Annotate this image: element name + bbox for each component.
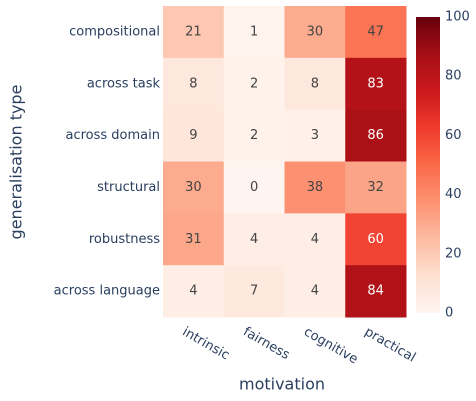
cell-label: 86 <box>367 128 384 143</box>
heatmap-cell <box>345 213 407 266</box>
colorbar-tick-label: 40 <box>445 187 462 202</box>
cell-label: 32 <box>367 180 384 195</box>
heatmap-cell <box>163 213 225 266</box>
colorbar-tick-label: 100 <box>445 10 470 25</box>
cell-label: 47 <box>367 24 384 39</box>
cell-label: 31 <box>185 232 202 247</box>
cell-label: 30 <box>307 24 324 39</box>
cell-label: 2 <box>250 76 258 91</box>
cell-label: 9 <box>189 128 197 143</box>
colorbar-tick-label: 0 <box>445 306 453 321</box>
cell-label: 1 <box>250 24 258 39</box>
cell-label: 3 <box>311 128 319 143</box>
heatmap-cell <box>284 161 346 214</box>
heatmap-cell <box>223 57 285 111</box>
heatmap-cell <box>284 6 346 59</box>
heatmap-cell <box>345 161 407 214</box>
cell-label: 4 <box>311 232 319 247</box>
y-tick-label: across language <box>54 284 160 299</box>
cell-label: 21 <box>185 24 202 39</box>
cell-label: 2 <box>250 128 258 143</box>
cell-label: 7 <box>250 284 258 299</box>
cell-label: 84 <box>367 284 384 299</box>
heatmap-cell <box>345 109 407 162</box>
y-tick-label: compositional <box>69 24 160 39</box>
heatmap-cell <box>345 265 407 318</box>
colorbar <box>416 17 440 313</box>
cell-label: 8 <box>189 76 197 91</box>
heatmap-cell <box>345 57 407 111</box>
y-axis-title: generalisation type <box>7 85 26 240</box>
x-tick-label: practical <box>362 325 418 366</box>
heatmap-cell <box>163 6 225 59</box>
cell-label: 60 <box>367 232 384 247</box>
heatmap-cell <box>163 265 225 318</box>
y-tick-label: across task <box>87 76 161 91</box>
heatmap-cell <box>223 6 285 59</box>
x-tick-label: fairness <box>240 325 292 364</box>
heatmap-cell <box>163 109 225 162</box>
cell-label: 30 <box>185 180 202 195</box>
heatmap-cell <box>223 161 285 214</box>
x-tick-label: intrinsic <box>180 325 232 364</box>
y-tick-label: across domain <box>66 128 161 143</box>
colorbar-tick-label: 80 <box>445 69 462 84</box>
heatmap-cell <box>223 109 285 162</box>
heatmap-cell <box>345 6 407 59</box>
cell-label: 4 <box>189 284 197 299</box>
heatmap-cell <box>163 57 225 111</box>
cell-label: 0 <box>250 180 258 195</box>
y-tick-label: robustness <box>89 232 160 247</box>
colorbar-tick-label: 20 <box>445 246 462 261</box>
heatmap-cell <box>284 213 346 266</box>
x-tick-label: cognitive <box>301 325 360 368</box>
cell-label: 8 <box>311 76 319 91</box>
colorbar-tick-label: 60 <box>445 128 462 143</box>
heatmap-cell <box>163 161 225 214</box>
heatmap-cell <box>223 213 285 266</box>
cell-label: 83 <box>367 76 384 91</box>
heatmap-cell <box>223 265 285 318</box>
cell-label: 4 <box>250 232 258 247</box>
heatmap-cell <box>284 57 346 111</box>
heatmap-cell <box>284 265 346 318</box>
y-tick-label: structural <box>97 180 160 195</box>
cell-label: 4 <box>311 284 319 299</box>
cell-label: 38 <box>307 180 324 195</box>
x-axis-title: motivation <box>239 375 325 394</box>
heatmap-cell <box>284 109 346 162</box>
